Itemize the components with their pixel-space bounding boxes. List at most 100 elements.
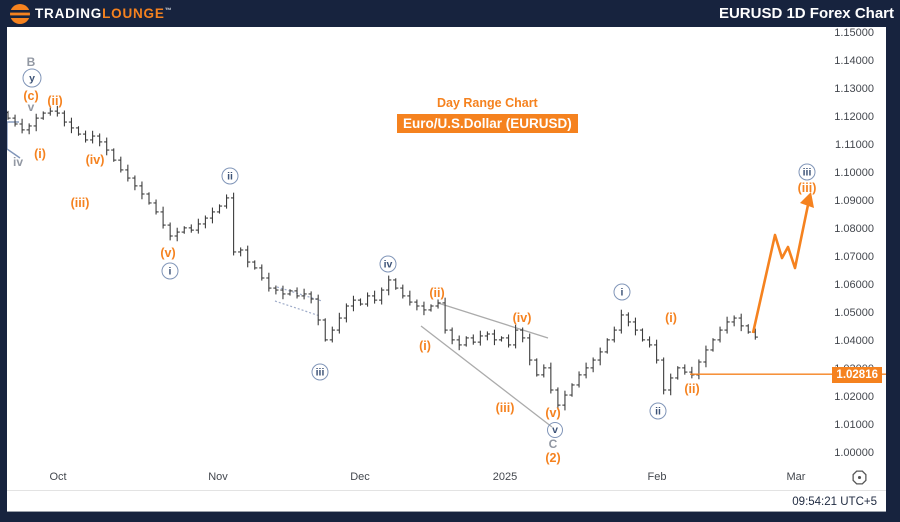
ohlc-bar — [294, 287, 300, 299]
ohlc-bar — [548, 362, 554, 394]
wave-label-c: (c) — [23, 89, 39, 103]
wave-label-iii: (iii) — [797, 181, 817, 195]
ohlc-bar — [724, 316, 730, 334]
ohlc-bar — [745, 324, 751, 334]
wave-label-2: (2) — [545, 451, 561, 465]
ohlc-bar — [414, 299, 420, 311]
wave-label-v: v — [547, 422, 563, 438]
ohlc-bar — [322, 318, 328, 342]
left-channel-line — [7, 148, 21, 159]
price-tick-label: 1.12000 — [834, 111, 874, 123]
ohlc-bar — [209, 207, 216, 224]
ohlc-bar — [47, 107, 53, 116]
wave-label-ii: (ii) — [684, 382, 700, 396]
ohlc-bar — [505, 334, 512, 348]
ohlc-bar — [654, 339, 660, 364]
ohlc-bar — [407, 290, 413, 306]
ohlc-bar — [146, 192, 152, 205]
month-tick-label: Oct — [49, 471, 67, 483]
wave-label-ii: ii — [221, 167, 239, 185]
price-tick-label: 1.06000 — [834, 279, 874, 291]
brand-logo-icon — [10, 3, 30, 24]
ohlc-bar — [273, 285, 279, 295]
ohlc-bar — [343, 303, 349, 323]
month-tick-label: Feb — [647, 471, 667, 483]
ohlc-bar — [111, 148, 117, 162]
ohlc-bar — [393, 278, 399, 290]
ohlc-bar — [611, 326, 617, 343]
wave-label-iv: (iv) — [85, 153, 105, 167]
ohlc-bar — [301, 288, 307, 300]
wave-label-i: (i) — [34, 147, 46, 161]
timestamp-label: 09:54:21 UTC+5 — [792, 496, 877, 508]
ohlc-bar — [40, 111, 46, 120]
ohlc-bar — [223, 194, 230, 209]
ohlc-bar — [181, 226, 187, 234]
ohlc-bar — [153, 199, 159, 215]
month-tick-label: Mar — [786, 471, 806, 483]
ohlc-bar — [491, 329, 498, 346]
ohlc-bar — [238, 247, 244, 257]
axis-separator-line — [7, 490, 886, 491]
ohlc-bar — [555, 387, 561, 410]
ohlc-bar — [12, 114, 18, 127]
ohlc-bar — [618, 309, 624, 334]
header-bar: TRADINGLOUNGE™ EURUSD 1D Forex Chart — [0, 0, 900, 27]
wave-label-i: i — [161, 262, 179, 280]
ohlc-bar — [118, 156, 124, 173]
wave-label-iii: (iii) — [70, 196, 90, 210]
ohlc-bar — [132, 175, 138, 191]
wave-label-iii: iii — [311, 363, 329, 381]
ohlc-bar — [463, 336, 469, 347]
ohlc-bar — [569, 383, 575, 397]
price-tick-label: 1.13000 — [834, 83, 874, 95]
projection-arrow — [751, 199, 811, 334]
wave-label-B: B — [26, 55, 36, 69]
ohlc-bar — [682, 364, 688, 375]
ohlc-bar — [435, 299, 441, 309]
ohlc-bar — [308, 291, 314, 304]
ohlc-bar — [33, 113, 39, 132]
ohlc-bar — [167, 222, 173, 241]
chart-subtitle: Day Range Chart — [437, 96, 538, 110]
wave-label-C: C — [548, 437, 558, 451]
ohlc-bar — [160, 206, 166, 229]
ohlc-bar — [442, 297, 448, 334]
chart-canvas[interactable] — [7, 27, 886, 490]
settings-icon[interactable] — [851, 469, 868, 486]
ohlc-bar — [731, 315, 737, 327]
ohlc-bar — [484, 331, 490, 341]
ohlc-bar — [428, 304, 434, 312]
ohlc-bar — [590, 357, 596, 373]
wave-label-v: (v) — [160, 246, 176, 260]
ohlc-bar — [541, 364, 547, 378]
ohlc-bar — [421, 301, 427, 316]
ohlc-bar — [174, 227, 180, 242]
month-tick-label: Nov — [208, 471, 228, 483]
ohlc-bar — [625, 312, 631, 327]
wave-label-iv: (iv) — [512, 311, 532, 325]
wave-label-iv: iv — [12, 155, 24, 169]
wedge-trendline — [437, 302, 549, 339]
ohlc-bar — [498, 336, 505, 342]
ohlc-bar — [188, 224, 194, 233]
dashed-channel-line — [274, 300, 321, 317]
ohlc-bar — [477, 330, 483, 346]
wave-label-v: v — [27, 100, 35, 114]
wave-label-ii: (ii) — [47, 94, 63, 108]
ohlc-bar — [19, 118, 25, 134]
ohlc-bar — [75, 126, 82, 136]
ohlc-bar — [7, 110, 11, 120]
brand-name: TRADINGLOUNGE™ — [35, 6, 172, 21]
ohlc-bar — [245, 245, 251, 268]
ohlc-bar — [287, 289, 293, 296]
wave-label-iii: (iii) — [495, 401, 515, 415]
ohlc-bar — [68, 117, 75, 134]
ohlc-bar — [364, 292, 371, 307]
ohlc-bar — [26, 123, 32, 135]
price-tick-label: 1.15000 — [834, 27, 874, 39]
ohlc-bar — [266, 272, 272, 292]
ohlc-bar — [696, 359, 702, 380]
chart-panel: Day Range Chart Euro/U.S.Dollar (EURUSD)… — [7, 27, 886, 512]
